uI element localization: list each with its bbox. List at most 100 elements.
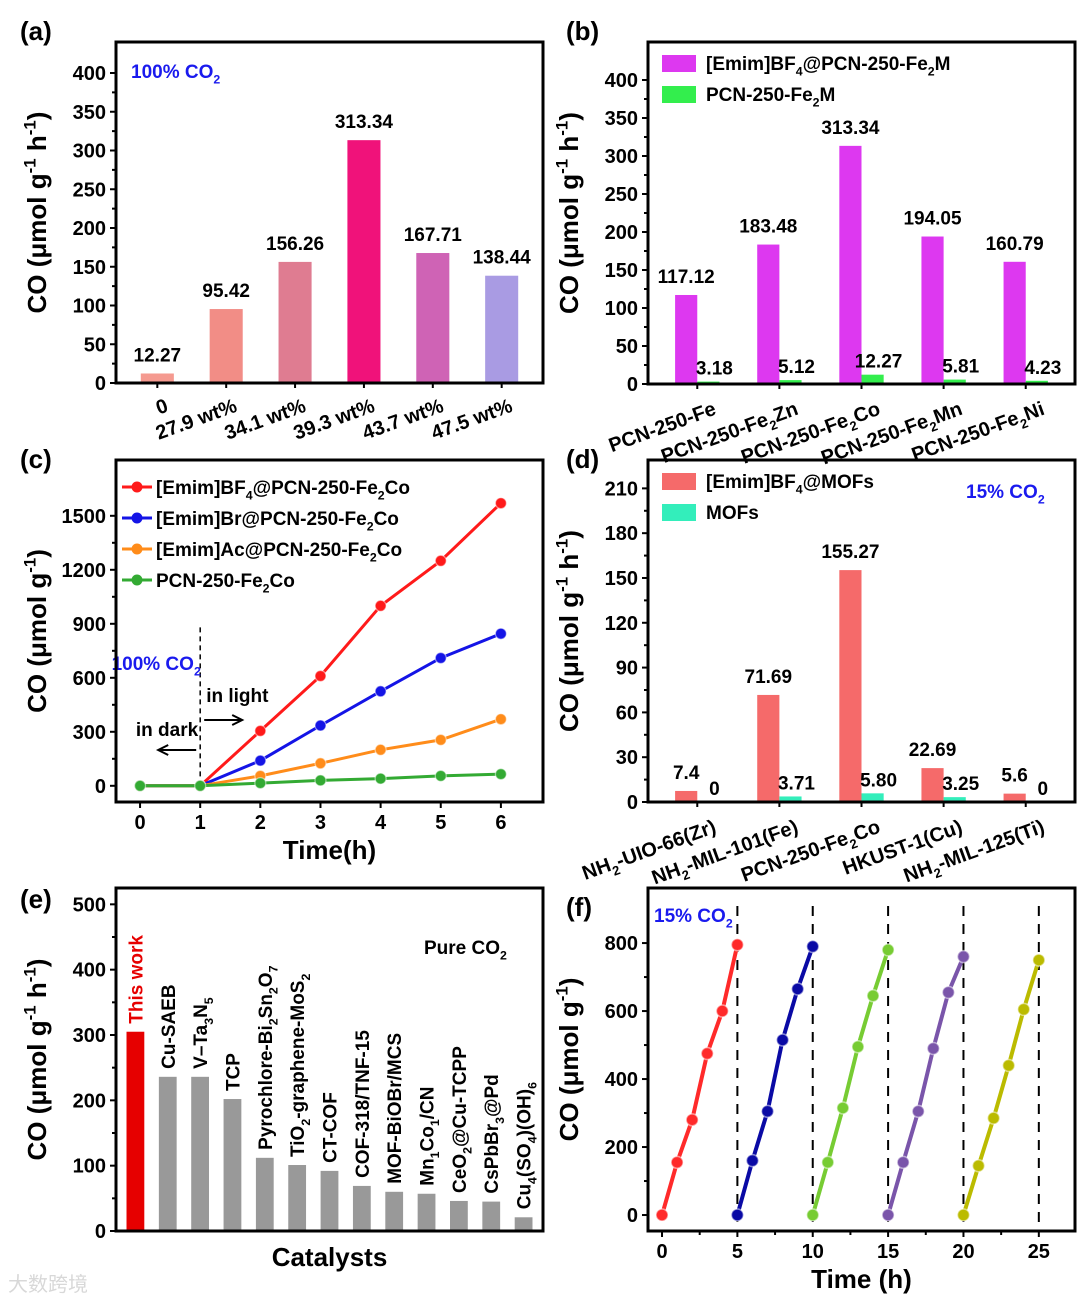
- data-point: [821, 1155, 835, 1170]
- x-tick-label: V–Ta3N5: [191, 997, 216, 1069]
- data-point: [655, 1208, 669, 1222]
- data-point: [730, 1208, 745, 1222]
- bar: [757, 244, 780, 384]
- data-point: [1001, 1058, 1016, 1073]
- x-tick-label: TCP: [223, 1053, 244, 1091]
- data-label: 4.23: [1024, 358, 1061, 379]
- bar: [779, 380, 802, 384]
- bar: [158, 1076, 177, 1231]
- y-tick-label: 500: [73, 894, 106, 916]
- y-tick-label: 100: [605, 298, 638, 320]
- y-axis-label: CO (μmol g-1 h-1): [21, 112, 52, 314]
- y-axis-label: CO (μmol g-1 h-1): [553, 112, 584, 314]
- y-tick-label: 210: [605, 478, 638, 500]
- data-point: [805, 1208, 820, 1222]
- y-axis-label: CO (μmol g-1 h-1): [553, 530, 584, 732]
- data-point: [926, 1041, 941, 1056]
- x-axis-label: Time(h): [283, 835, 376, 865]
- data-label: 12.27: [134, 345, 182, 366]
- annotation: 100% CO2: [112, 654, 201, 679]
- bar: [140, 373, 174, 383]
- data-point: [670, 1155, 684, 1170]
- y-tick-label: 350: [605, 108, 638, 130]
- annotation: 100% CO2: [131, 62, 220, 87]
- data-point: [434, 651, 447, 665]
- arrow-left-icon: [155, 744, 197, 756]
- bar: [839, 145, 862, 384]
- plot-frame: [114, 40, 545, 385]
- y-tick-label: 150: [73, 257, 106, 279]
- y-tick-label: 60: [616, 702, 638, 724]
- series-line: [735, 945, 815, 1216]
- legend-label: [Emim]Ac@PCN-250-Fe2Co: [156, 540, 402, 565]
- panel-d: (d) 0 30 60 90 120 150 180 210 CO (μmol g-1 h-1) 7…: [553, 444, 1077, 891]
- watermark: 大数跨境: [8, 1272, 88, 1296]
- x-tick-label: Cu-SAEB: [159, 984, 180, 1068]
- bar: [449, 1200, 468, 1231]
- x-tick-label: 15: [877, 1241, 899, 1263]
- y-tick-label: 300: [73, 1025, 106, 1047]
- data-point: [314, 669, 327, 683]
- y-tick-label: 350: [73, 102, 106, 124]
- data-point: [1017, 1002, 1031, 1017]
- bar: [191, 1076, 210, 1231]
- data-label: 5.81: [942, 357, 979, 378]
- bar: [675, 294, 698, 384]
- bar: [861, 793, 884, 802]
- legend-swatch: [662, 504, 696, 521]
- y-tick-label: 400: [73, 960, 106, 982]
- annotation: in dark: [136, 720, 199, 741]
- y-tick-label: 600: [605, 1001, 638, 1023]
- data-label: 167.71: [404, 225, 463, 246]
- y-tick-label: 250: [73, 179, 106, 201]
- y-tick-label: 1200: [62, 560, 107, 582]
- data-point: [434, 733, 447, 747]
- panel-label: (b): [566, 16, 599, 46]
- annotation: 15% CO2: [654, 906, 733, 931]
- bar: [352, 1185, 371, 1231]
- y-tick-label: 0: [627, 1205, 638, 1227]
- y-tick-label: 400: [73, 63, 106, 85]
- bar: [223, 1099, 242, 1231]
- legend-swatch: [662, 473, 696, 490]
- bar: [1003, 793, 1026, 802]
- data-label: 156.26: [266, 234, 324, 255]
- bar: [482, 1201, 501, 1231]
- data-point: [790, 982, 805, 996]
- data-point: [254, 724, 267, 738]
- y-tick-label: 300: [73, 141, 106, 163]
- y-tick-label: 800: [605, 933, 638, 955]
- y-axis-label: CO (μmol g-1): [21, 549, 52, 713]
- x-tick-label: MOF-BiOBr/MCS: [385, 1033, 406, 1184]
- y-tick-label: 250: [605, 184, 638, 206]
- y-axis-label: CO (μmol g-1): [553, 978, 584, 1142]
- x-tick-label: 0: [656, 1241, 667, 1263]
- panel-label: (c): [20, 444, 52, 474]
- data-point: [1032, 953, 1046, 967]
- y-tick-label: 900: [73, 614, 106, 636]
- x-tick-label: 20: [952, 1241, 974, 1263]
- data-point: [881, 1208, 895, 1222]
- legend-label: [Emim]BF4@PCN-250-Fe2Co: [156, 478, 410, 503]
- data-point: [685, 1113, 699, 1127]
- data-point: [896, 1155, 910, 1170]
- panel-a: (a) 0 50 100 150 200 250 300 350 400 CO (μmol g-1 …: [20, 16, 545, 445]
- data-label: 7.4: [673, 763, 700, 784]
- panel-label: (e): [20, 884, 52, 914]
- bar: [921, 236, 944, 384]
- x-axis-label: Catalysts: [272, 1242, 388, 1272]
- legend-label: PCN-250-Fe2Co: [156, 571, 295, 596]
- bar: [514, 1217, 533, 1231]
- y-tick-label: 600: [73, 668, 106, 690]
- y-tick-label: 200: [73, 218, 106, 240]
- x-tick-label: NH2-MIL-125(Ti): [901, 816, 1049, 891]
- x-axis-label: Time (h): [811, 1264, 912, 1294]
- x-tick-label: 10: [802, 1241, 824, 1263]
- bar: [320, 1170, 339, 1231]
- legend-marker: [131, 481, 143, 493]
- legend-swatch: [662, 86, 696, 103]
- data-label: 0: [709, 779, 720, 800]
- data-point: [956, 949, 971, 964]
- bar: [288, 1165, 307, 1231]
